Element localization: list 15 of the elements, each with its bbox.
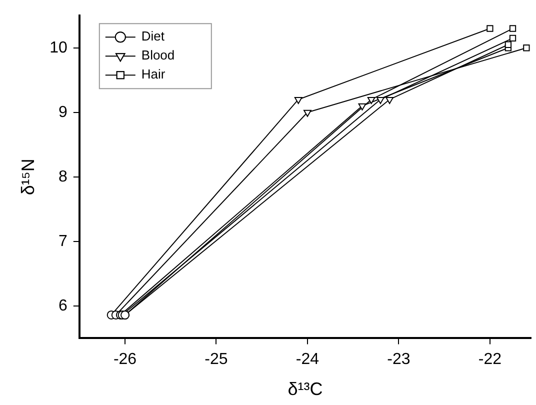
y-axis-title: δ¹⁵N <box>18 158 38 196</box>
y-tick-label: 6 <box>58 297 68 314</box>
x-tick-label: -24 <box>296 351 320 368</box>
y-tick-label: 7 <box>58 232 68 250</box>
legend-label: Blood <box>141 48 175 63</box>
x-tick-label: -26 <box>113 351 137 368</box>
y-tick-label: 8 <box>58 168 68 186</box>
x-tick-label: -22 <box>478 351 502 368</box>
y-tick-label: 9 <box>58 104 68 121</box>
legend-label: Hair <box>141 66 166 82</box>
y-tick-label: 10 <box>50 39 68 56</box>
x-tick-label: -25 <box>204 351 228 368</box>
x-axis-title: δ¹³C <box>288 379 323 400</box>
legend-label: Diet <box>141 28 165 44</box>
x-tick-label: -23 <box>387 351 410 368</box>
